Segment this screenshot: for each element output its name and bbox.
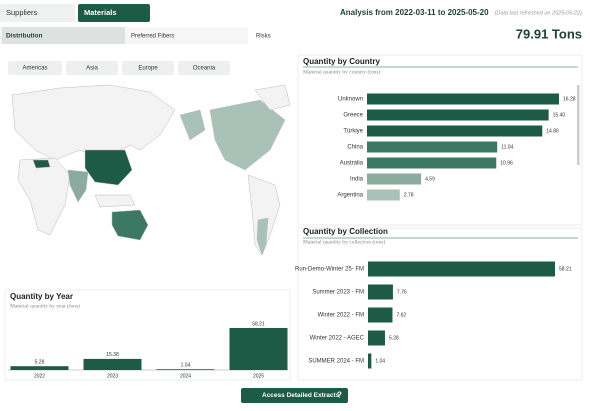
- region-buttons: Americas Asia Europe Oceania: [8, 61, 230, 75]
- bar: [368, 353, 372, 369]
- analysis-range: Analysis from 2022-03-11 to 2025-05-20: [340, 8, 489, 17]
- value-label: 15.38: [106, 352, 119, 358]
- category-label: Winter 2022 - AGEC: [310, 336, 365, 342]
- bar: [367, 141, 498, 153]
- subtab-label[interactable]: Risks: [256, 34, 271, 40]
- bar: [368, 330, 385, 346]
- bar: [367, 173, 422, 185]
- scrollbar[interactable]: [577, 85, 580, 165]
- subtab-label[interactable]: Distribution: [6, 33, 42, 40]
- chart-subtitle: Material quantity by country (tons): [303, 68, 380, 75]
- value-label: 1.04: [375, 358, 385, 364]
- bar: [367, 157, 497, 169]
- value-label: 7.76: [397, 289, 407, 295]
- value-label: 14.86: [546, 128, 559, 134]
- tab[interactable]: [0, 4, 75, 22]
- value-label: 5.28: [35, 360, 45, 366]
- category-label: Winter 2022 - FM: [318, 313, 364, 319]
- chart-title: Quantity by Year: [10, 292, 73, 301]
- region-label[interactable]: Asia: [86, 66, 98, 72]
- bar: [368, 307, 393, 323]
- value-label: 4.59: [425, 176, 435, 182]
- total: 79.91 Tons: [516, 26, 582, 41]
- extract-button[interactable]: [241, 388, 348, 403]
- bar: [83, 358, 142, 370]
- category-label: SUMMER 2024 - FM: [308, 359, 364, 365]
- chart-subtitle: Material quantity by year (tons): [10, 302, 80, 309]
- category-label: Unknown: [338, 97, 363, 103]
- category-label: India: [350, 177, 364, 183]
- tab-active[interactable]: [78, 4, 150, 22]
- bar: [367, 125, 543, 137]
- value-label: 1.04: [181, 363, 191, 369]
- bar: [367, 109, 549, 121]
- region-label[interactable]: Europe: [138, 66, 158, 72]
- map: [11, 84, 291, 256]
- category-label: Argentina: [337, 193, 363, 199]
- panel: [297, 227, 583, 381]
- chart-title: Quantity by Country: [303, 57, 380, 66]
- category-label: Summer 2023 - FM: [312, 290, 364, 296]
- bar: [368, 284, 393, 300]
- x-tick-label: 2022: [34, 373, 45, 379]
- bar: [367, 189, 400, 201]
- region-button[interactable]: [66, 61, 118, 75]
- tab-label[interactable]: Suppliers: [6, 8, 38, 17]
- x-tick-label: 2025: [253, 373, 264, 379]
- value-label: 7.62: [396, 312, 406, 318]
- value-label: 15.40: [553, 112, 566, 118]
- region-button[interactable]: [122, 61, 174, 75]
- bar: [367, 93, 559, 105]
- value-label: 58.21: [252, 321, 265, 327]
- bar: [156, 369, 215, 370]
- region-button[interactable]: [178, 61, 230, 75]
- value-label: 58.21: [559, 266, 572, 272]
- help-icon[interactable]: ?: [337, 391, 342, 400]
- x-tick-label: 2024: [180, 373, 191, 379]
- value-label: 10.96: [500, 160, 513, 166]
- region-button[interactable]: [8, 61, 62, 75]
- region-label[interactable]: Oceania: [193, 66, 216, 72]
- x-tick-label: 2023: [107, 373, 118, 379]
- value-label: 11.04: [501, 144, 513, 150]
- category-label: Türkiye: [343, 129, 363, 135]
- subtab-label[interactable]: Preferred Fibers: [131, 34, 174, 40]
- subtab-active[interactable]: [2, 27, 125, 44]
- category-label: Australia: [340, 161, 364, 167]
- chart-title: Quantity by Collection: [303, 227, 388, 236]
- tab-label[interactable]: Materials: [84, 8, 117, 17]
- value-label: 5.28: [389, 335, 399, 341]
- category-label: China: [347, 145, 363, 151]
- panel: [297, 54, 583, 226]
- bar: [229, 328, 288, 370]
- value-label: 2.78: [404, 192, 414, 198]
- button-label[interactable]: Access Detailed Extracts: [262, 392, 340, 399]
- category-label: Greece: [343, 113, 363, 119]
- bar: [368, 261, 555, 277]
- chart-subtitle: Material quantity by collection (tons): [303, 238, 385, 245]
- refresh-note: (Data last refreshed on 2025-05-22): [495, 10, 583, 16]
- category-label: Run-Demo-Winter 25- FM: [295, 267, 364, 273]
- bar: [10, 366, 69, 370]
- region-label[interactable]: Americas: [22, 66, 47, 72]
- value-label: 16.28: [563, 96, 576, 102]
